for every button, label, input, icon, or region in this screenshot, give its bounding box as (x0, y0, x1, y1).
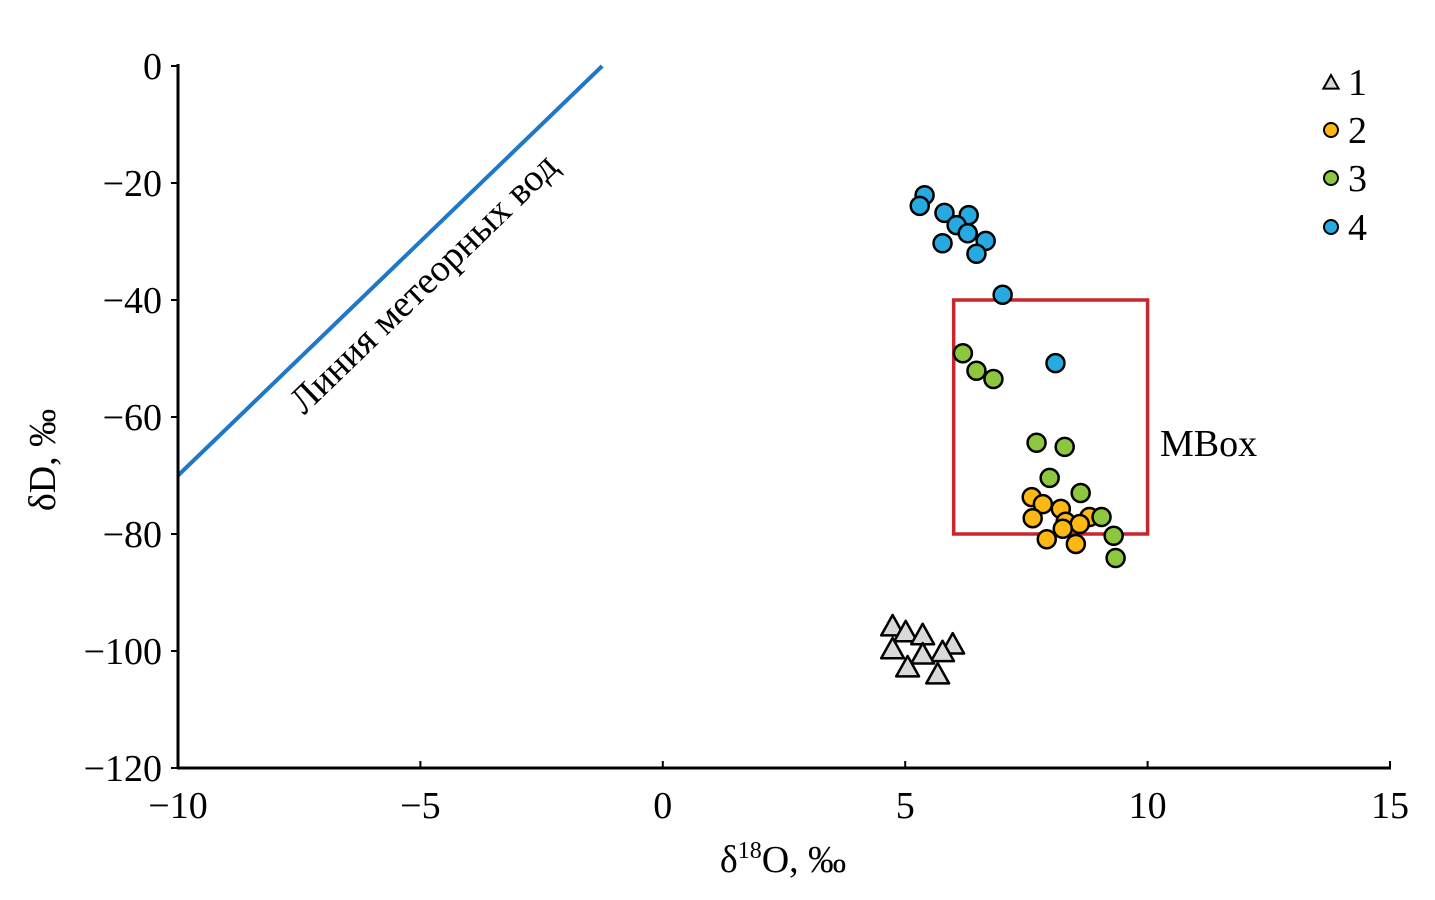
series-3-point (966, 360, 987, 382)
series-4-point (966, 243, 987, 265)
mbox-label: MBox (1160, 423, 1257, 465)
legend-marker-2 (1323, 122, 1339, 138)
series-1-point (925, 661, 951, 685)
x-tick-label: 5 (896, 785, 915, 827)
x-tick-label: 15 (1371, 785, 1409, 827)
series-3-point (1039, 467, 1060, 489)
x-axis-label: δ18O, ‰ (720, 838, 846, 881)
series-2-point (1052, 518, 1074, 539)
plot-area (176, 64, 1150, 685)
series-2-point (1065, 533, 1087, 555)
series-1-point (929, 639, 956, 663)
series-1-point (894, 654, 921, 678)
x-tick-label: 0 (653, 785, 672, 827)
series-3-point (983, 368, 1004, 390)
series-2-point (1069, 513, 1090, 535)
series-1-point (893, 619, 919, 643)
series-1-point (910, 622, 936, 646)
meteoric-water-line (176, 64, 604, 477)
x-tick-label: −10 (148, 785, 207, 827)
y-tick-label: −80 (103, 514, 162, 556)
series-3-point (1105, 547, 1126, 569)
y-tick-label: −120 (84, 748, 162, 790)
series-3-point (1054, 436, 1075, 458)
series-4-point (957, 223, 978, 244)
series-3-point (1026, 432, 1047, 453)
series-4-point (909, 195, 930, 217)
series-4-point (992, 284, 1013, 305)
y-tick-label: −40 (103, 280, 162, 322)
x-tick-label: 10 (1129, 785, 1167, 827)
y-tick-label: −100 (84, 631, 162, 673)
legend-marker-3 (1323, 170, 1339, 186)
legend-label-4: 4 (1348, 207, 1367, 249)
series-1-point (879, 636, 906, 660)
legend-label-2: 2 (1348, 110, 1367, 152)
series-1-point (879, 613, 906, 637)
series-4-point (1045, 352, 1066, 374)
legend-marker-1 (1321, 72, 1341, 90)
legend-label-1: 1 (1348, 62, 1367, 104)
y-axis-label: δD, ‰ (22, 409, 64, 511)
x-tick-label: −5 (400, 785, 440, 827)
series-4-point (934, 202, 955, 224)
series-3-point (952, 342, 974, 364)
legend: 1 2 3 4 (1321, 62, 1367, 249)
meteoric-line-label: Линия метеорных вод (281, 145, 566, 422)
series-3-point (1091, 506, 1112, 528)
series-1-point (910, 641, 936, 665)
series-2-point (1022, 507, 1043, 529)
axis-ticks: −10 −5 0 5 10 15 0 −20 −40 −60 −80 −100 −120 (84, 46, 1409, 827)
legend-marker-4 (1323, 219, 1339, 235)
legend-label-3: 3 (1348, 158, 1367, 200)
y-tick-label: −20 (103, 163, 162, 205)
series-2-point (1036, 529, 1058, 550)
series-3-point (1103, 525, 1124, 547)
series-3-point (1070, 482, 1091, 504)
y-tick-label: 0 (143, 46, 162, 88)
y-tick-label: −60 (103, 397, 162, 439)
series-4-point (932, 233, 953, 254)
